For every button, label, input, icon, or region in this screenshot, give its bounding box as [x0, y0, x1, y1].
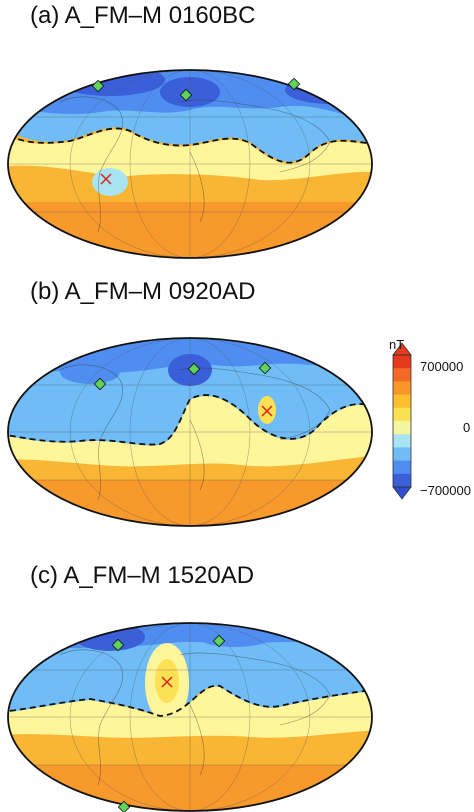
colorbar-min-label: −700000	[420, 483, 471, 498]
colorbar-segment	[393, 473, 411, 488]
marker-diamond	[258, 361, 272, 375]
panel-a-title: (a) A_FM–M 0160BC	[30, 2, 256, 29]
colorbar-min-arrow	[392, 486, 412, 500]
marker-diamond	[91, 79, 105, 93]
marker-diamond	[111, 638, 125, 652]
marker-cross	[261, 405, 273, 417]
colorbar-max-label: 700000	[420, 359, 464, 374]
colorbar	[392, 342, 412, 500]
panel-c-title: (c) A_FM–M 1520AD	[30, 562, 255, 589]
panel-a-map	[7, 69, 373, 259]
marker-diamond	[187, 362, 201, 376]
colorbar-segment	[393, 368, 411, 382]
colorbar-zero-label: 0	[463, 420, 471, 435]
colorbar-segment	[393, 355, 411, 369]
panel-b-title: (b) A_FM–M 0920AD	[30, 278, 256, 305]
colorbar-segment	[393, 421, 411, 435]
colorbar-segment	[393, 407, 411, 422]
marker-diamond	[93, 377, 107, 391]
marker-diamond	[287, 77, 301, 91]
panel-b-map	[7, 337, 373, 527]
colorbar-segment	[393, 394, 411, 409]
marker-diamond	[117, 800, 131, 812]
marker-cross	[100, 173, 112, 185]
colorbar-segment	[393, 460, 411, 475]
marker-cross	[161, 676, 173, 688]
colorbar-segment	[393, 447, 411, 462]
panel-c-map	[7, 622, 373, 812]
colorbar-unit: nT	[389, 337, 405, 352]
colorbar-segment	[393, 434, 411, 448]
marker-diamond	[212, 634, 226, 648]
marker-diamond	[179, 88, 193, 102]
colorbar-segment	[393, 381, 411, 396]
